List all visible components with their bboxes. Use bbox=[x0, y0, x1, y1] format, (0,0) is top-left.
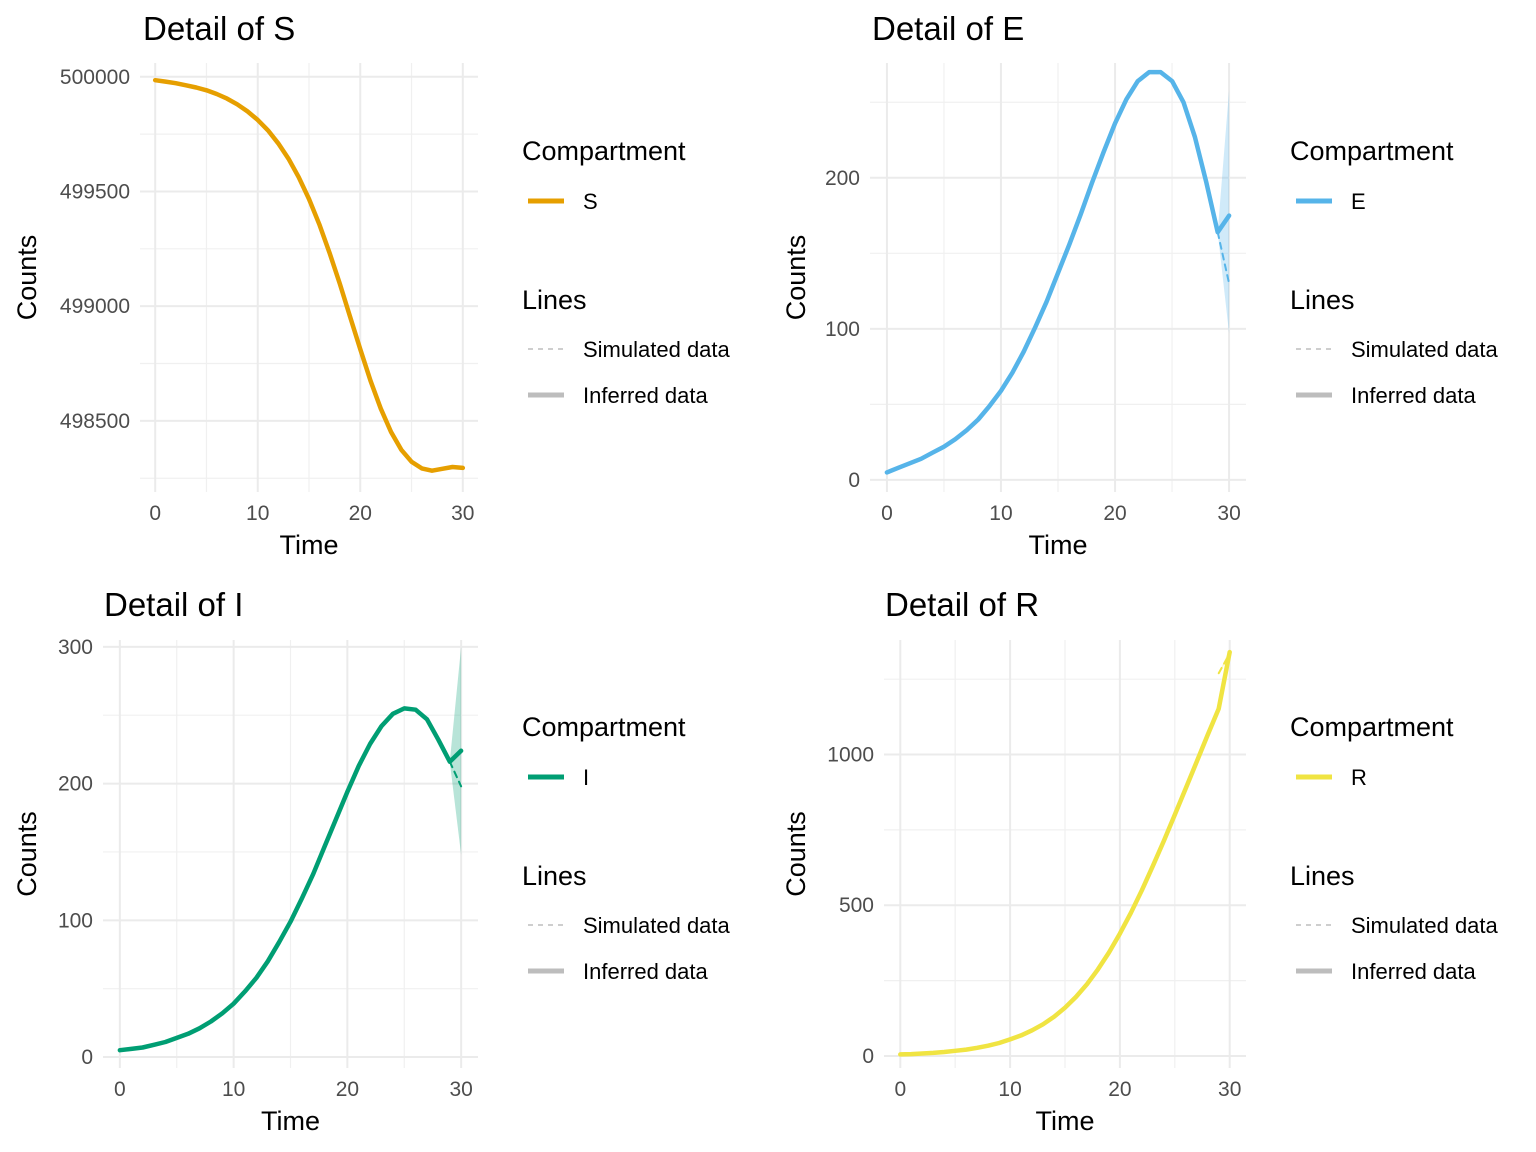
legend-title-compartment: Compartment bbox=[1290, 712, 1454, 742]
legend-label-simulated: Simulated data bbox=[1351, 337, 1499, 362]
simulated-line bbox=[451, 466, 464, 469]
x-axis-title: Time bbox=[261, 1106, 320, 1136]
panel-title: Detail of R bbox=[885, 586, 1039, 623]
x-tick-label: 10 bbox=[222, 1078, 245, 1101]
y-tick-label: 100 bbox=[58, 909, 93, 932]
inferred-line bbox=[152, 77, 466, 473]
x-tick-label: 30 bbox=[449, 1078, 472, 1101]
legend: Compartment E Lines Simulated data Inferred … bbox=[1290, 136, 1499, 408]
uncertainty-band bbox=[449, 646, 462, 855]
x-tick-label: 20 bbox=[349, 502, 372, 525]
y-axis-title: Counts bbox=[781, 811, 811, 897]
legend-label-simulated: Simulated data bbox=[1351, 913, 1499, 938]
inferred-line bbox=[117, 706, 464, 1053]
legend-title-lines: Lines bbox=[1290, 861, 1355, 891]
legend: Compartment I Lines Simulated data Inferred … bbox=[522, 712, 731, 984]
inferred-line bbox=[898, 649, 1232, 1057]
legend-label-compartment: R bbox=[1351, 765, 1367, 790]
y-tick-label: 0 bbox=[81, 1046, 93, 1069]
inferred-line bbox=[884, 69, 1232, 475]
y-tick-label: 200 bbox=[825, 167, 860, 190]
legend: Compartment S Lines Simulated data Inferred … bbox=[522, 136, 731, 408]
panel-E: 0 10 20 30 0 100 200 Detail of E Time Counts Compa… bbox=[781, 10, 1499, 560]
x-tick-label: 0 bbox=[894, 1078, 906, 1101]
legend-label-inferred: Inferred data bbox=[1351, 959, 1477, 984]
y-axis-title: Counts bbox=[12, 811, 42, 897]
legend-title-compartment: Compartment bbox=[522, 136, 686, 166]
panel-R: 0 10 20 30 0 500 1000 Detail of R Time Counts Comp… bbox=[781, 586, 1499, 1136]
legend-title-lines: Lines bbox=[522, 861, 587, 891]
panel-title: Detail of S bbox=[143, 10, 295, 47]
y-tick-label: 300 bbox=[58, 636, 93, 659]
panel-title: Detail of E bbox=[872, 10, 1024, 47]
x-tick-label: 20 bbox=[336, 1078, 359, 1101]
x-axis-title: Time bbox=[1036, 1106, 1095, 1136]
legend-label-compartment: I bbox=[583, 765, 589, 790]
x-tick-label: 20 bbox=[1108, 1078, 1131, 1101]
legend-label-compartment: E bbox=[1351, 189, 1366, 214]
legend-label-simulated: Simulated data bbox=[583, 337, 731, 362]
y-tick-label: 0 bbox=[848, 469, 860, 492]
legend-title-lines: Lines bbox=[522, 285, 587, 315]
y-tick-label: 499000 bbox=[60, 295, 130, 318]
legend-label-compartment: S bbox=[583, 189, 598, 214]
legend-title-lines: Lines bbox=[1290, 285, 1355, 315]
x-axis-title: Time bbox=[1029, 530, 1088, 560]
x-tick-label: 0 bbox=[114, 1078, 126, 1101]
x-tick-label: 0 bbox=[881, 502, 893, 525]
x-tick-label: 0 bbox=[149, 502, 161, 525]
y-tick-label: 200 bbox=[58, 773, 93, 796]
legend-label-simulated: Simulated data bbox=[583, 913, 731, 938]
legend-label-inferred: Inferred data bbox=[1351, 383, 1477, 408]
x-tick-label: 30 bbox=[1217, 502, 1240, 525]
uncertainty-band bbox=[1217, 90, 1230, 334]
x-tick-label: 10 bbox=[998, 1078, 1021, 1101]
x-tick-label: 30 bbox=[451, 502, 474, 525]
y-tick-label: 0 bbox=[862, 1045, 874, 1068]
legend-label-inferred: Inferred data bbox=[583, 383, 709, 408]
simulated-line bbox=[1217, 652, 1231, 675]
y-tick-label: 499500 bbox=[60, 180, 130, 203]
x-tick-label: 20 bbox=[1103, 502, 1126, 525]
legend: Compartment R Lines Simulated data Inferred … bbox=[1290, 712, 1499, 984]
x-tick-label: 10 bbox=[246, 502, 269, 525]
panel-S: 0 10 20 30 498500 499000 499500 500000 Detail of… bbox=[12, 10, 731, 560]
simulated-line bbox=[448, 760, 463, 788]
y-tick-label: 500 bbox=[839, 894, 874, 917]
y-tick-label: 500000 bbox=[60, 66, 130, 89]
legend-title-compartment: Compartment bbox=[522, 712, 686, 742]
x-tick-label: 10 bbox=[989, 502, 1012, 525]
y-tick-label: 100 bbox=[825, 318, 860, 341]
y-tick-label: 1000 bbox=[827, 744, 874, 767]
simulated-line bbox=[1216, 231, 1231, 285]
panel-title: Detail of I bbox=[104, 586, 243, 623]
x-axis-title: Time bbox=[280, 530, 339, 560]
legend-label-inferred: Inferred data bbox=[583, 959, 709, 984]
x-tick-label: 30 bbox=[1218, 1078, 1241, 1101]
y-tick-label: 498500 bbox=[60, 410, 130, 433]
y-axis-title: Counts bbox=[781, 235, 811, 321]
legend-title-compartment: Compartment bbox=[1290, 136, 1454, 166]
y-axis-title: Counts bbox=[12, 235, 42, 321]
